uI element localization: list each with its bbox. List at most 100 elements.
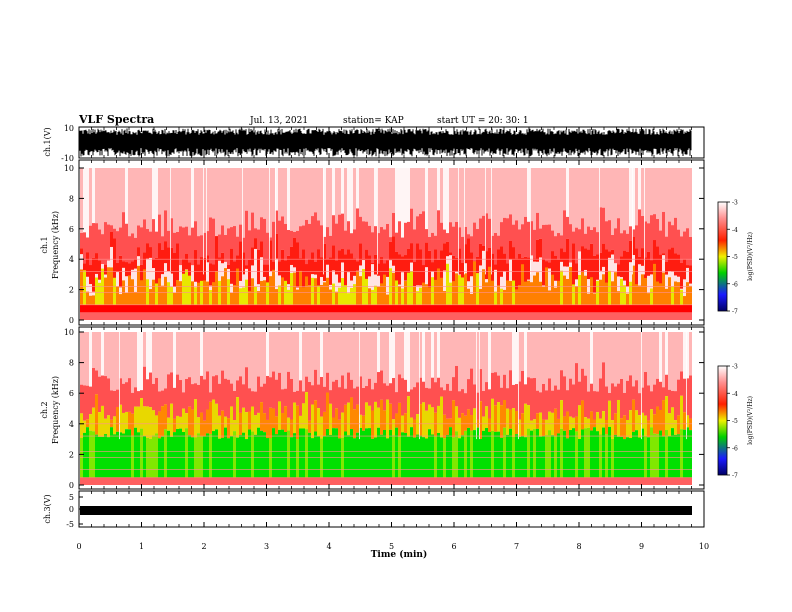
ch2-spectrogram-green-cell (224, 427, 227, 478)
ch1-spectrogram-mid-cell (494, 232, 497, 265)
ch1-spectrogram-mid-cell (314, 212, 317, 262)
ch1-spectrogram-base-cell (242, 312, 245, 320)
ch1-spectrogram-upper-cell (422, 168, 425, 212)
ch1-spectrogram-mid-cell (347, 221, 350, 250)
ch2-spectrogram-upper-cell (581, 332, 584, 369)
ch1-spectrogram-activity-cell (428, 287, 431, 305)
ch1-spectrogram-base-cell (191, 312, 194, 320)
ch2-spectrogram-yellow-cell (491, 398, 494, 431)
header-start-time: start UT = 20: 30: 1 (437, 116, 529, 126)
ch1-spectrogram-upper-cell (488, 168, 491, 219)
ch1-spectrogram-base-cell (584, 312, 587, 320)
ch1-spectrogram-core-cell (146, 243, 149, 259)
ch2-colorbar-gradient (717, 365, 728, 476)
ch2-spectrogram-green-cell (590, 430, 593, 478)
ch2-spectrogram-upper-cell (284, 332, 287, 389)
ch1-spectrogram-upper-cell (383, 168, 386, 230)
ch1-spectrogram-core-cell (122, 261, 125, 268)
ch2-spectrogram-base-cell (635, 477, 638, 485)
ch2-spectrogram-green-cell (212, 431, 215, 478)
ch1-spectrogram-activity-cell (563, 275, 566, 305)
ch2-spectrogram-yellow-cell (545, 419, 548, 436)
ch1-spectrogram-activity-cell (680, 289, 683, 305)
ch1-spectrogram-activity-cell (554, 287, 557, 305)
ch1-spectrogram-upper-cell (215, 168, 218, 238)
ch2-spectrogram-upper-cell (596, 332, 599, 392)
ch1-spectrogram-upper-cell (521, 168, 524, 225)
ch2-spectrogram-yellow-cell (215, 403, 218, 430)
ch1-spectrogram-activity-cell (323, 282, 326, 305)
ch1-spectrogram-low-cell (668, 304, 671, 313)
ch1-spectrogram-low-cell (212, 304, 215, 313)
ch1-spectrogram-base-cell (623, 312, 626, 320)
ch2-spectrogram-upper-cell (233, 332, 236, 391)
ch1-spectrogram-activity-cell (266, 282, 269, 305)
ch1-spectrogram-core-cell (665, 261, 668, 275)
ch1-spectrogram-base-cell (278, 312, 281, 320)
ch2-spectrogram-upper-cell (209, 332, 212, 393)
ch2-spectrogram-upper-cell (86, 332, 89, 386)
ch2-spectrogram-upper-cell (113, 332, 116, 391)
ch1-spectrogram-base-cell (680, 312, 683, 320)
ch1-spectrogram-mid-cell (626, 233, 629, 252)
ch2-spectrogram-upper-cell (107, 332, 110, 379)
ch2-spectrogram-mid-cell (416, 382, 419, 415)
ch1-spectrogram-mid-cell (200, 235, 203, 258)
ch1-spectrogram-low-cell (227, 304, 230, 313)
ch2-spectrogram-mid-cell (116, 389, 119, 408)
ch1-spectrogram-mid-cell (614, 228, 617, 264)
ch2-spectrogram-green-cell (446, 434, 449, 478)
ch2-frequency-tick-label: 0 (69, 481, 74, 490)
ch1-spectrogram-low-cell (326, 304, 329, 313)
ch2-spectrogram-mid-cell (569, 378, 572, 417)
ch2-spectrogram-yellow-cell (344, 404, 347, 432)
ch2-spectrogram-upper-cell (572, 332, 575, 385)
ch2-spectrogram-green-cell (656, 434, 659, 478)
ch2-spectrogram-mid-cell (155, 377, 158, 416)
ch2-spectrogram-base-cell (320, 477, 323, 485)
ch1-spectrogram-mid-cell (323, 236, 326, 244)
ch1-spectrogram-upper-cell (356, 168, 359, 209)
ch2-spectrogram-base-cell (296, 477, 299, 485)
ch2-spectrogram-yellow-cell (356, 404, 359, 433)
ch2-spectrogram-green-cell (386, 438, 389, 478)
ch1-spectrogram-base-cell (356, 312, 359, 320)
ch1-spectrogram-mid-cell (431, 232, 434, 263)
ch1-spectrogram-low-cell (386, 304, 389, 313)
ch1-spectrogram-mid-cell (203, 232, 206, 258)
ch1-spectrogram-mid-cell (365, 221, 368, 250)
ch2-spectrogram-upper-cell (185, 332, 188, 379)
ch1-spectrogram-activity-cell (605, 282, 608, 305)
ch1-spectrogram-activity-cell (473, 261, 476, 305)
ch2-spectrogram-base-cell (215, 477, 218, 485)
ch1-spectrogram-mid-cell (104, 222, 107, 265)
ch1-spectrogram-core-cell (254, 238, 257, 249)
ch1-colorbar-tick-label: -7 (732, 309, 738, 316)
ch1-spectrogram-base-cell (347, 312, 350, 320)
ch2-spectrogram-base-cell (533, 477, 536, 485)
ch1-spectrogram-activity-cell (683, 296, 686, 305)
ch1-spectrogram-activity-cell (188, 275, 191, 305)
ch1-spectrogram-upper-cell (581, 168, 584, 219)
ch2-spectrogram-base-cell (95, 477, 98, 485)
ch1-spectrogram-upper-cell (350, 168, 353, 234)
ch1-spectrogram-upper-cell (614, 168, 617, 229)
ch2-spectrogram-upper-cell (236, 332, 239, 381)
ch2-spectrogram-yellow-cell (671, 407, 674, 429)
ch2-spectrogram-mid-cell (632, 386, 635, 400)
ch1-spectrogram-activity-cell (197, 282, 200, 305)
ch2-spectrogram-green-cell (83, 432, 86, 478)
ch1-spectrogram-upper-cell (146, 168, 149, 230)
ch1-spectrogram-core-cell (626, 251, 629, 287)
ch1-spectrogram-base-cell (650, 312, 653, 320)
ch2-spectrogram-mid-cell (224, 378, 227, 417)
ch1-spectrogram-low-cell (380, 304, 383, 313)
ch1-spectrogram-base-cell (686, 312, 689, 320)
ch1-spectrogram-upper-cell (461, 168, 464, 237)
ch2-spectrogram-upper-cell (620, 332, 623, 380)
ch1-spectrogram-core-cell (341, 249, 344, 263)
ch1-spectrogram-upper-cell (593, 168, 596, 228)
ch1-spectrogram-upper-cell (275, 168, 278, 211)
ch2-spectrogram-upper-cell (116, 332, 119, 390)
ch2-spectrogram-upper-cell (323, 332, 326, 387)
